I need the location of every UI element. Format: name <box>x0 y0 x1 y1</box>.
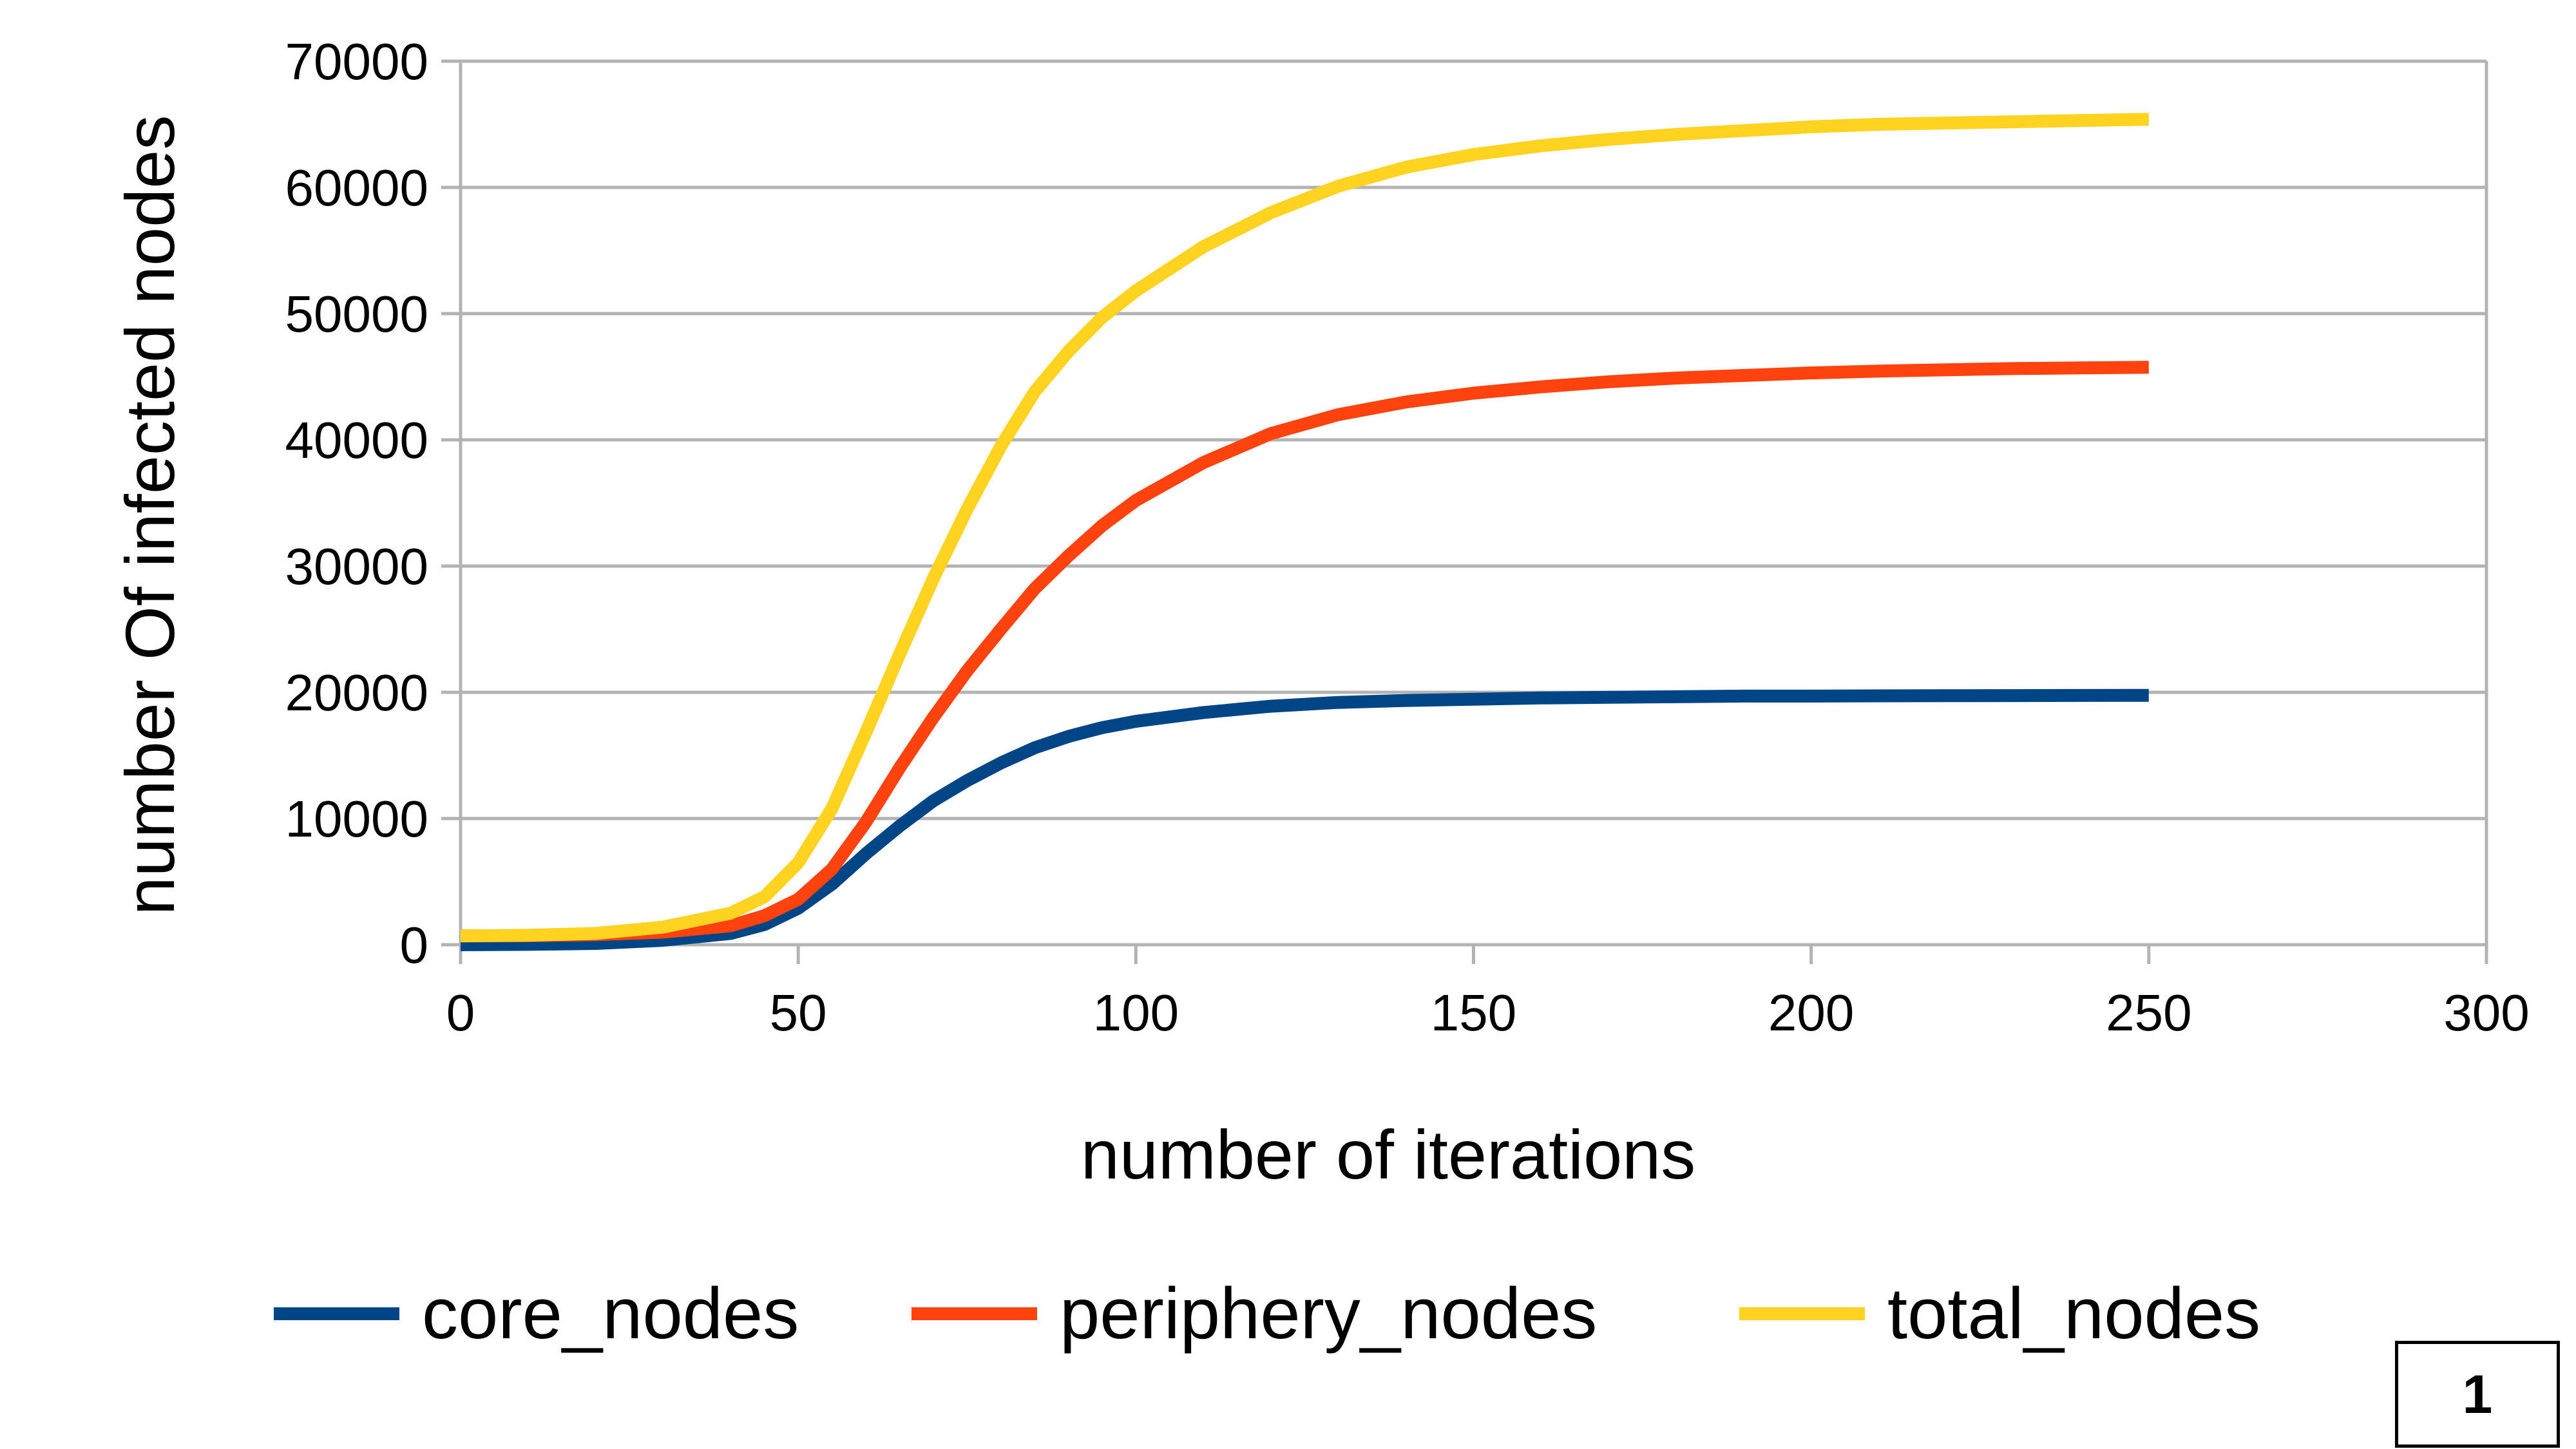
legend: core_nodes periphery_nodes total_nodes <box>274 1273 2260 1354</box>
series-line-total-nodes <box>460 113 2149 943</box>
y-tick-label: 30000 <box>285 538 428 595</box>
y-tick-label: 50000 <box>285 285 428 343</box>
y-axis-title: number Of infected nodes <box>111 115 189 916</box>
figure-number-badge: 1 <box>2395 1341 2560 1448</box>
gridlines <box>441 59 2486 947</box>
tick-labels: 0 10000 20000 30000 40000 50000 60000 70000 0 50 1… <box>285 33 2530 1041</box>
x-tick-label: 300 <box>2443 984 2529 1041</box>
axes <box>459 61 2488 964</box>
y-tick-label: 10000 <box>285 790 428 848</box>
series-lines <box>460 113 2149 951</box>
legend-label-core-nodes: core_nodes <box>422 1273 799 1354</box>
x-tick-label: 0 <box>446 984 475 1041</box>
x-tick-label: 150 <box>1431 984 1516 1041</box>
y-tick-label: 40000 <box>285 412 428 469</box>
legend-label-periphery-nodes: periphery_nodes <box>1060 1273 1597 1354</box>
y-tick-label: 70000 <box>285 33 428 90</box>
y-tick-label: 0 <box>400 916 429 974</box>
figure-number: 1 <box>2462 1363 2493 1425</box>
x-tick-label: 50 <box>770 984 827 1041</box>
series-line-periphery-nodes <box>460 361 2149 943</box>
x-tick-label: 100 <box>1093 984 1179 1041</box>
x-tick-label: 200 <box>1768 984 1854 1041</box>
y-tick-label: 60000 <box>285 159 428 216</box>
legend-label-total-nodes: total_nodes <box>1887 1273 2260 1354</box>
series-line-core-nodes <box>460 688 2149 951</box>
y-tick-label: 20000 <box>285 664 428 721</box>
x-tick-label: 250 <box>2106 984 2191 1041</box>
x-axis-title: number of iterations <box>1081 1115 1696 1193</box>
